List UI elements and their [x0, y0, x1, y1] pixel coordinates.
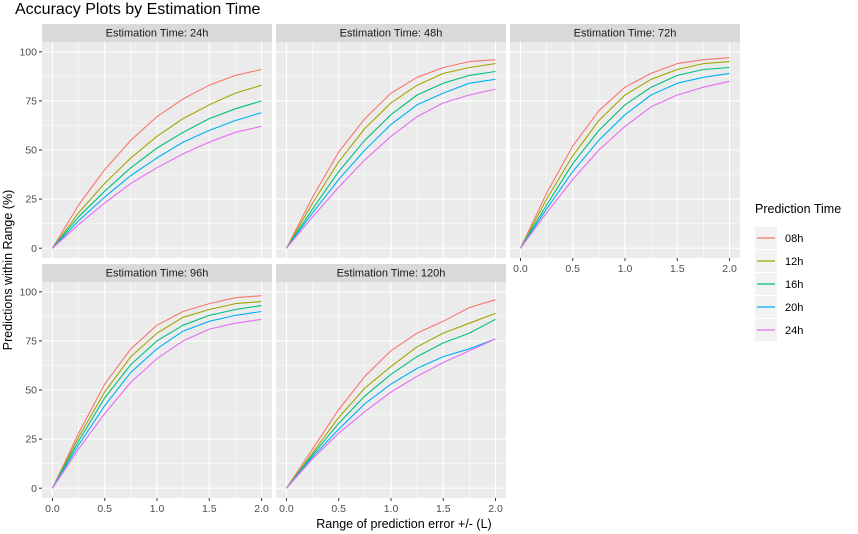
legend-item: 24h [755, 319, 803, 341]
series-line-12h [286, 312, 496, 489]
y-tick-label: 50 [25, 145, 37, 157]
series-line-24h [286, 338, 496, 489]
facet-strip-label: Estimation Time: 48h [340, 28, 443, 40]
y-tick-label: 100 [19, 286, 37, 298]
facet-panel: Estimation Time: 24h 0 25 50 75 100 [19, 24, 272, 258]
facet-panel: Estimation Time: 48h [276, 24, 506, 258]
facet-panel: Estimation Time: 96h 0 25 50 75 100 0.0 0.5 1.0 1… [19, 264, 272, 515]
legend: Prediction Time 08h 12h 16h 20h 24h [755, 202, 841, 341]
x-tick-label: 1.5 [436, 503, 451, 515]
series-line-16h [52, 305, 262, 489]
series-line-20h [520, 72, 730, 249]
y-tick-label: 50 [25, 385, 37, 397]
series-line-08h [520, 57, 730, 249]
series-line-24h [52, 125, 262, 249]
x-tick-label: 0.0 [45, 503, 60, 515]
facet-strip [276, 264, 506, 282]
series-line-08h [286, 59, 496, 249]
series-line-20h [52, 112, 262, 249]
x-tick-label: 0.5 [565, 263, 580, 275]
facet-panel: Estimation Time: 120h 0.0 0.5 1.0 1.5 2.0 [276, 264, 506, 515]
series-line-24h [520, 80, 730, 249]
legend-label: 24h [785, 325, 803, 337]
facet-strip [276, 24, 506, 42]
series-line-08h [286, 299, 496, 489]
facet-panels: Estimation Time: 24h0255075100Estimation… [19, 24, 740, 515]
x-axis-title: Range of prediction error +/- (L) [316, 517, 491, 531]
facet-strip-label: Estimation Time: 96h [106, 268, 209, 280]
series-line-12h [52, 84, 262, 249]
series-line-24h [286, 88, 496, 249]
facet-strip-label: Estimation Time: 120h [337, 268, 446, 280]
facet-strip [510, 24, 740, 42]
series-line-20h [52, 310, 262, 489]
series-line-16h [520, 66, 730, 249]
series-line-12h [520, 61, 730, 249]
series-line-20h [286, 78, 496, 249]
x-tick-label: 1.0 [618, 263, 633, 275]
facet-strip-label: Estimation Time: 24h [106, 28, 209, 40]
x-tick-label: 1.5 [670, 263, 685, 275]
series-line-08h [52, 68, 262, 249]
x-tick-label: 1.0 [150, 503, 165, 515]
facet-panel: Estimation Time: 72h 0.0 0.5 1.0 1.5 2.0 [510, 24, 740, 275]
series-line-16h [52, 100, 262, 249]
y-tick-label: 100 [19, 46, 37, 58]
y-tick-label: 0 [31, 243, 37, 255]
series-line-16h [286, 70, 496, 249]
legend-item: 12h [755, 250, 803, 272]
legend-label: 16h [785, 279, 803, 291]
y-tick-label: 75 [25, 336, 37, 348]
x-tick-label: 0.5 [331, 503, 346, 515]
chart-title: Accuracy Plots by Estimation Time [15, 1, 261, 18]
x-tick-label: 2.0 [254, 503, 269, 515]
legend-label: 12h [785, 256, 803, 268]
x-tick-label: 2.0 [722, 263, 737, 275]
series-line-16h [286, 318, 496, 489]
y-tick-label: 25 [25, 434, 37, 446]
legend-item: 20h [755, 296, 803, 318]
y-tick-label: 0 [31, 483, 37, 495]
x-tick-label: 0.0 [513, 263, 528, 275]
series-line-12h [286, 63, 496, 249]
x-tick-label: 1.0 [384, 503, 399, 515]
y-tick-label: 25 [25, 194, 37, 206]
legend-title: Prediction Time [755, 202, 841, 216]
x-tick-label: 0.5 [97, 503, 112, 515]
series-line-24h [52, 318, 262, 489]
facet-strip [42, 24, 272, 42]
series-line-12h [52, 301, 262, 489]
y-axis-title: Predictions within Range (%) [1, 190, 15, 351]
legend-item: 16h [755, 273, 803, 295]
legend-item: 08h [755, 227, 803, 249]
x-tick-label: 0.0 [279, 503, 294, 515]
legend-label: 20h [785, 302, 803, 314]
facet-strip [42, 264, 272, 282]
facet-strip-label: Estimation Time: 72h [574, 28, 677, 40]
x-tick-label: 2.0 [488, 503, 503, 515]
y-tick-label: 75 [25, 96, 37, 108]
series-line-20h [286, 338, 496, 489]
legend-label: 08h [785, 233, 803, 245]
x-tick-label: 1.5 [202, 503, 217, 515]
series-line-08h [52, 295, 262, 489]
